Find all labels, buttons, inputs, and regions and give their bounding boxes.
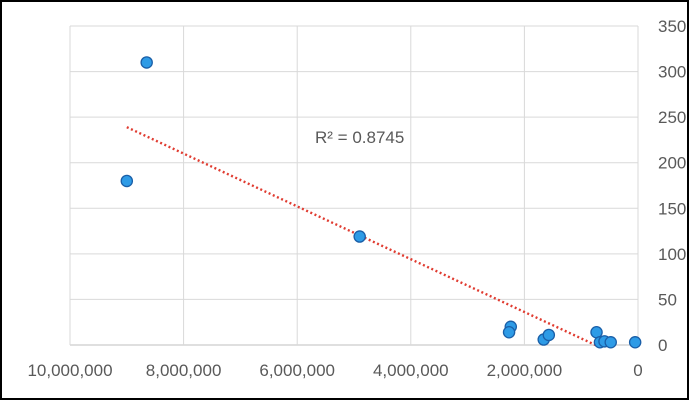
x-tick-label: 4,000,000 [373, 361, 449, 380]
r-squared-label: R² = 0.8745 [315, 128, 404, 147]
data-point [120, 174, 134, 188]
data-point [542, 328, 556, 342]
data-point [628, 336, 642, 349]
x-tick-label: 10,000,000 [27, 361, 112, 380]
y-tick-label: 200 [658, 154, 686, 173]
data-points [120, 56, 642, 349]
x-tick-label: 6,000,000 [259, 361, 335, 380]
data-point [353, 230, 366, 243]
data-point [502, 325, 516, 339]
y-tick-label: 100 [658, 245, 686, 264]
x-tick-label: 8,000,000 [146, 361, 222, 380]
gridlines [69, 25, 639, 346]
y-tick-label: 250 [658, 108, 686, 127]
data-point [140, 56, 153, 69]
y-tick-label: 0 [658, 336, 667, 355]
x-axis-ticks: 10,000,000 8,000,000 6,000,000 4,000,000 2,0… [27, 361, 642, 380]
y-axis-ticks: 0 50 100 150 200 250 300 350 [658, 17, 686, 355]
x-tick-label: 2,000,000 [487, 361, 563, 380]
y-tick-label: 350 [658, 17, 686, 36]
x-tick-label: 0 [633, 361, 642, 380]
y-tick-label: 150 [658, 199, 686, 218]
data-point [604, 336, 617, 349]
y-tick-label: 50 [658, 290, 677, 309]
y-tick-label: 300 [658, 63, 686, 82]
